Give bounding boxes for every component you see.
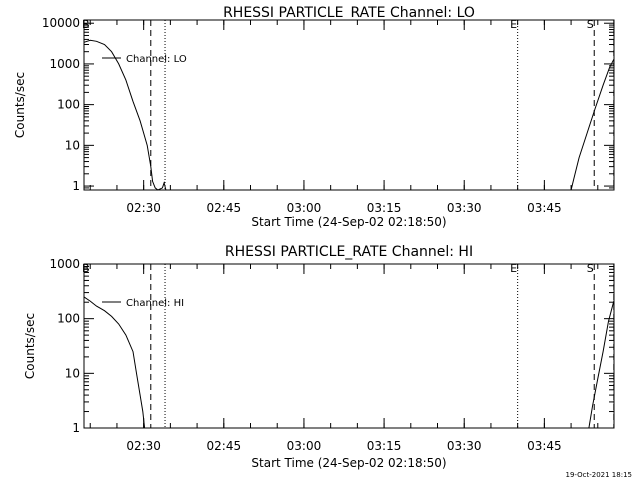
corner-marker-label: B: [82, 262, 90, 275]
x-tick-label: 03:15: [367, 201, 402, 215]
x-tick-label: 02:30: [126, 439, 161, 453]
y-tick-label: 1: [72, 421, 80, 435]
y-tick-label: 1: [72, 179, 80, 193]
corner-marker-label: B: [82, 18, 90, 31]
y-tick-label: 1000: [49, 257, 80, 271]
series-line: [83, 39, 615, 191]
y-axis-label: Counts/sec: [23, 313, 37, 379]
y-tick-label: 10: [65, 138, 80, 152]
x-tick-label: 03:45: [527, 439, 562, 453]
y-tick-label: 1000: [49, 57, 80, 71]
chart-panel-1: RHESSI PARTICLE_RATE Channel: LO Start Ti…: [13, 5, 615, 229]
series-line: [83, 296, 615, 429]
x-tick-label: 03:30: [447, 201, 482, 215]
x-tick-label: 03:45: [527, 201, 562, 215]
event-marker-label: E: [510, 18, 517, 31]
x-tick-label: 03:00: [287, 201, 322, 215]
y-tick-label: 100: [57, 98, 80, 112]
x-axis-label: Start Time (24-Sep-02 02:18:50): [251, 456, 446, 470]
x-axis-label: Start Time (24-Sep-02 02:18:50): [251, 215, 446, 229]
event-marker-label: E: [510, 262, 517, 275]
y-tick-label: 10000: [42, 16, 80, 30]
x-tick-label: 02:45: [207, 201, 242, 215]
legend-label: Channel: HI: [126, 298, 184, 309]
y-axis-label: Counts/sec: [13, 72, 27, 138]
event-marker-label: S: [587, 262, 594, 275]
chart-panel-2: RHESSI PARTICLE_RATE Channel: HI Start Ti…: [23, 244, 615, 470]
y-tick-label: 100: [57, 312, 80, 326]
plot-frame: [83, 263, 615, 429]
plot-frame: [83, 19, 615, 191]
footer-timestamp: 19-Oct-2021 18:15: [565, 471, 632, 479]
x-tick-label: 03:30: [447, 439, 482, 453]
y-tick-label: 10: [65, 366, 80, 380]
x-tick-label: 03:15: [367, 439, 402, 453]
chart-title: RHESSI PARTICLE_RATE Channel: LO: [223, 5, 475, 21]
x-tick-label: 02:45: [207, 439, 242, 453]
legend-label: Channel: LO: [126, 54, 187, 65]
x-tick-label: 03:00: [287, 439, 322, 453]
event-marker-label: S: [587, 18, 594, 31]
chart-title: RHESSI PARTICLE_RATE Channel: HI: [225, 244, 473, 260]
x-tick-label: 02:30: [126, 201, 161, 215]
